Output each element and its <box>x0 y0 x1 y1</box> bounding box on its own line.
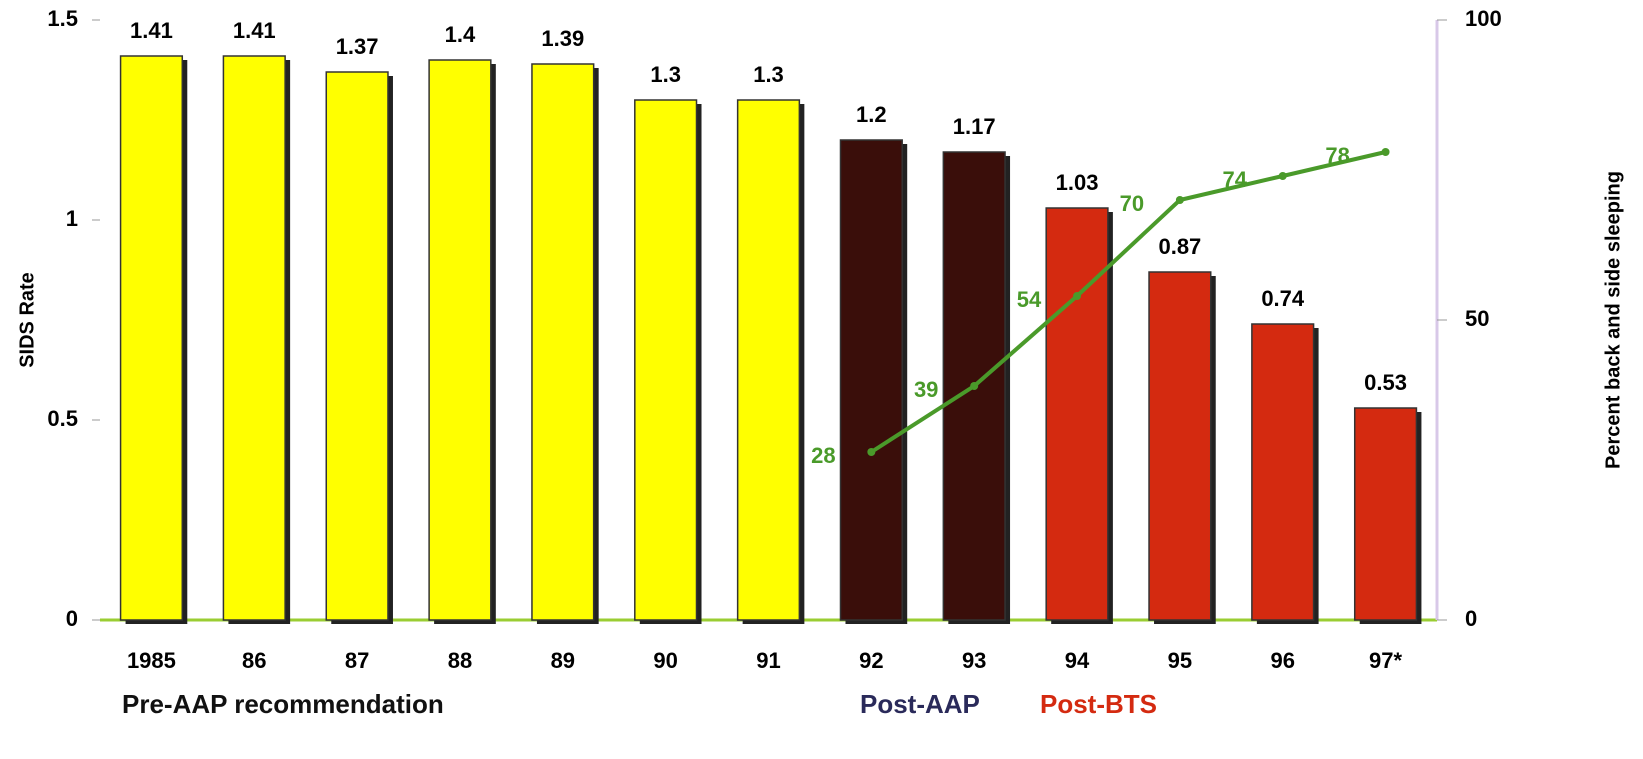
x-tick-label: 94 <box>1065 648 1090 673</box>
bar-value-label: 1.2 <box>856 102 887 127</box>
bar <box>634 99 698 621</box>
bar <box>1045 207 1109 621</box>
x-tick-label: 92 <box>859 648 883 673</box>
bar <box>1148 271 1212 621</box>
bar-value-label: 1.3 <box>753 62 784 87</box>
bar-value-label: 0.87 <box>1158 234 1201 259</box>
line-point <box>867 448 876 456</box>
line-point <box>1175 196 1184 204</box>
bar-value-label: 0.74 <box>1261 286 1305 311</box>
bar-value-label: 1.37 <box>336 34 379 59</box>
line-value-label: 78 <box>1325 143 1349 168</box>
bar <box>428 59 492 621</box>
x-tick-label: 95 <box>1168 648 1192 673</box>
bar <box>222 55 286 621</box>
x-tick-label: 91 <box>756 648 780 673</box>
line-point <box>970 382 979 390</box>
y-tick-label: 1.5 <box>47 6 78 31</box>
x-tick-label: 86 <box>242 648 266 673</box>
line-value-label: 28 <box>811 443 835 468</box>
bar <box>119 55 184 621</box>
line-value-label: 70 <box>1120 191 1144 216</box>
bar-value-label: 1.39 <box>541 26 584 51</box>
x-tick-label: 90 <box>653 648 677 673</box>
bar-value-label: 1.4 <box>445 22 476 47</box>
bar <box>736 99 801 621</box>
bar-value-label: 1.03 <box>1056 170 1099 195</box>
bar-value-label: 1.41 <box>233 18 276 43</box>
y-tick-label: 0 <box>66 606 78 631</box>
line <box>870 150 1387 454</box>
line-point <box>1381 148 1390 156</box>
y2-axis-label: Percent back and side sleeping <box>1602 171 1624 469</box>
bar <box>839 139 903 621</box>
x-tick-label: 87 <box>345 648 369 673</box>
y-tick-label: 0.5 <box>47 406 78 431</box>
bar <box>531 63 595 621</box>
group-annotation: Post-BTS <box>1040 689 1157 719</box>
bar <box>1353 407 1418 621</box>
line-point <box>1073 292 1082 300</box>
group-annotation: Pre-AAP recommendation <box>122 689 444 719</box>
x-tick-label: 96 <box>1270 648 1294 673</box>
y-axis-label: SIDS Rate <box>16 272 38 368</box>
bar-value-label: 1.3 <box>650 62 681 87</box>
y2-tick-label: 50 <box>1465 306 1489 331</box>
line-value-label: 39 <box>914 377 938 402</box>
group-annotation: Post-AAP <box>860 689 980 719</box>
y2-tick-label: 0 <box>1465 606 1477 631</box>
line-value-label: 54 <box>1017 287 1042 312</box>
bar-value-label: 0.53 <box>1364 370 1407 395</box>
line-point <box>1278 172 1287 180</box>
x-tick-label: 88 <box>448 648 472 673</box>
y2-tick-label: 100 <box>1465 6 1502 31</box>
bar <box>1251 323 1315 621</box>
y-tick-label: 1 <box>66 206 78 231</box>
x-tick-label: 97* <box>1369 648 1402 673</box>
bar-value-label: 1.17 <box>953 114 996 139</box>
x-tick-label: 93 <box>962 648 986 673</box>
x-tick-label: 1985 <box>127 648 176 673</box>
x-tick-label: 89 <box>551 648 575 673</box>
bar <box>325 71 389 621</box>
bar-value-label: 1.41 <box>130 18 173 43</box>
line-value-label: 74 <box>1222 167 1247 192</box>
